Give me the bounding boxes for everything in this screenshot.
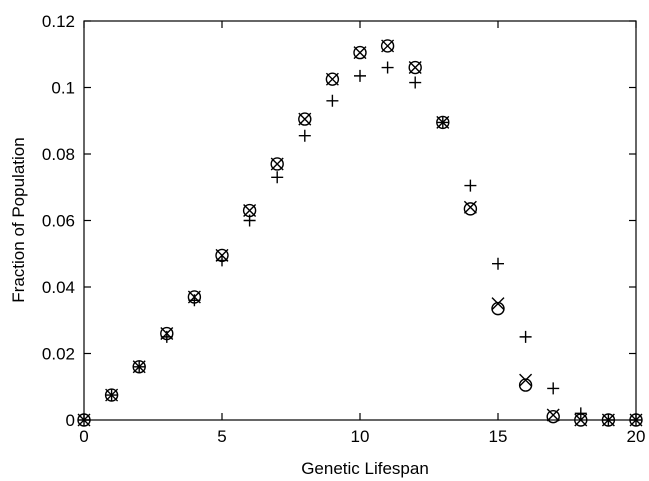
plus-marker: [547, 382, 560, 395]
y-tick-label: 0.04: [42, 278, 75, 297]
circle-marker: [408, 60, 422, 75]
y-tick-label: 0.1: [51, 79, 75, 98]
circle-marker: [463, 202, 478, 216]
plus-marker: [492, 257, 504, 270]
x-marker: [381, 39, 395, 53]
plus-marker: [381, 61, 394, 74]
x-marker: [463, 200, 477, 214]
plus-marker: [354, 69, 366, 82]
x-axis-label: Genetic Lifespan: [301, 459, 429, 478]
circle-marker: [325, 72, 340, 86]
plus-marker: [298, 129, 311, 142]
circle-marker: [380, 39, 395, 53]
plus-marker: [630, 414, 642, 426]
x-marker: [546, 408, 560, 422]
x-marker: [491, 297, 505, 311]
plus-marker: [133, 360, 146, 373]
plus-marker: [78, 414, 90, 426]
y-tick-label: 0.12: [42, 12, 75, 31]
x-marker: [574, 413, 588, 427]
plus-marker: [105, 389, 118, 402]
plus-marker: [464, 179, 477, 192]
circle-marker: [518, 378, 533, 392]
data-markers: [77, 39, 643, 427]
x-tick-label: 15: [489, 427, 508, 446]
circle-marker: [353, 45, 367, 60]
x-marker: [353, 46, 367, 60]
plus-marker: [519, 330, 532, 343]
plus-marker: [436, 116, 449, 129]
plus-marker: [602, 414, 615, 426]
plus-marker: [574, 407, 587, 420]
plus-marker: [326, 94, 339, 107]
plus-marker: [216, 254, 228, 267]
x-marker: [243, 204, 257, 218]
circle-marker: [491, 301, 505, 316]
tick-labels: 0 5 10 15 20 0 0.02 0.04 0.06 0.08 0.1 0.12: [42, 12, 646, 446]
plus-marker: [243, 214, 256, 227]
y-tick-label: 0: [66, 411, 75, 430]
circle-marker: [270, 157, 284, 171]
plus-marker: [160, 330, 173, 343]
plus-marker: [271, 171, 284, 184]
x-tick-label: 20: [627, 427, 646, 446]
y-tick-label: 0.08: [42, 145, 75, 164]
y-axis-label: Fraction of Population: [9, 137, 28, 302]
x-marker: [519, 373, 533, 387]
y-tick-label: 0.02: [42, 345, 75, 364]
x-marker: [408, 61, 422, 75]
x-marker: [325, 72, 339, 86]
x-tick-label: 5: [217, 427, 226, 446]
x-marker: [298, 112, 312, 126]
y-tick-label: 0.06: [42, 212, 75, 231]
x-tick-label: 0: [79, 427, 88, 446]
x-marker: [270, 157, 284, 171]
plus-marker: [188, 294, 201, 307]
circle-marker: [298, 112, 312, 126]
circle-marker: [546, 409, 560, 424]
x-tick-label: 10: [351, 427, 370, 446]
plus-marker: [409, 76, 422, 89]
